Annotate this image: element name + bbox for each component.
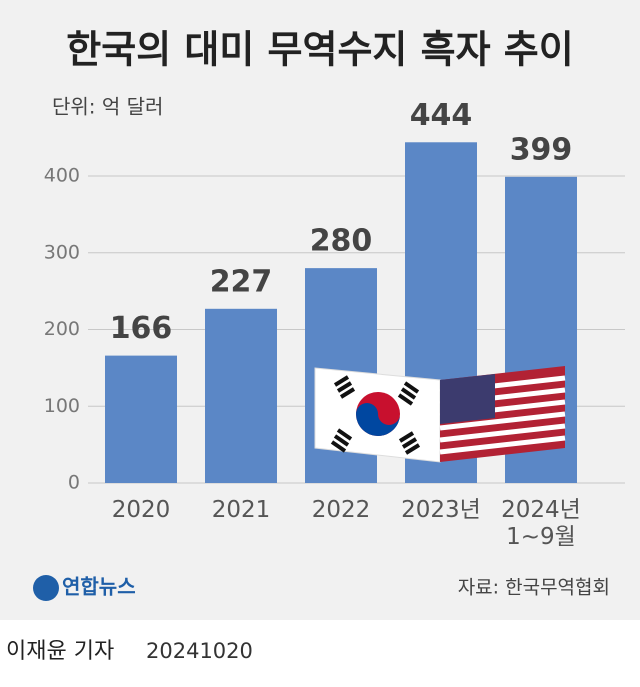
chart-title: 한국의 대미 무역수지 흑자 추이 [66,28,573,72]
flags-illustration [314,366,566,463]
trigrams [330,375,421,455]
x-tick-label: 2020 [111,497,171,523]
unit-label: 단위: 억 달러 [52,95,163,119]
logo: 연합뉴스 [62,575,136,599]
bar [205,308,277,483]
y-tick-label: 200 [44,318,80,340]
value-label: 166 [110,311,173,346]
value-label: 444 [410,98,473,133]
x-tick-label: 2021 [211,497,271,523]
value-label: 227 [210,264,273,299]
author: 이재윤 기자 [6,639,114,664]
y-tick-label: 0 [68,472,80,494]
y-tick-label: 400 [44,165,80,187]
date: 20241020 [146,639,253,663]
x-tick-label: 2024년 1~9월 [501,497,581,550]
bar [105,355,177,483]
x-tick-label: 2022 [311,497,371,523]
taegeuk-blue [356,403,400,436]
x-tick-label: 2023년 [401,497,481,523]
us-canton [440,374,495,424]
y-tick-label: 300 [44,241,80,263]
source: 자료: 한국무역협회 [458,577,610,599]
value-label: 280 [310,224,373,259]
y-tick-label: 100 [44,395,80,417]
logo-icon [33,575,59,601]
value-label: 399 [510,132,573,167]
